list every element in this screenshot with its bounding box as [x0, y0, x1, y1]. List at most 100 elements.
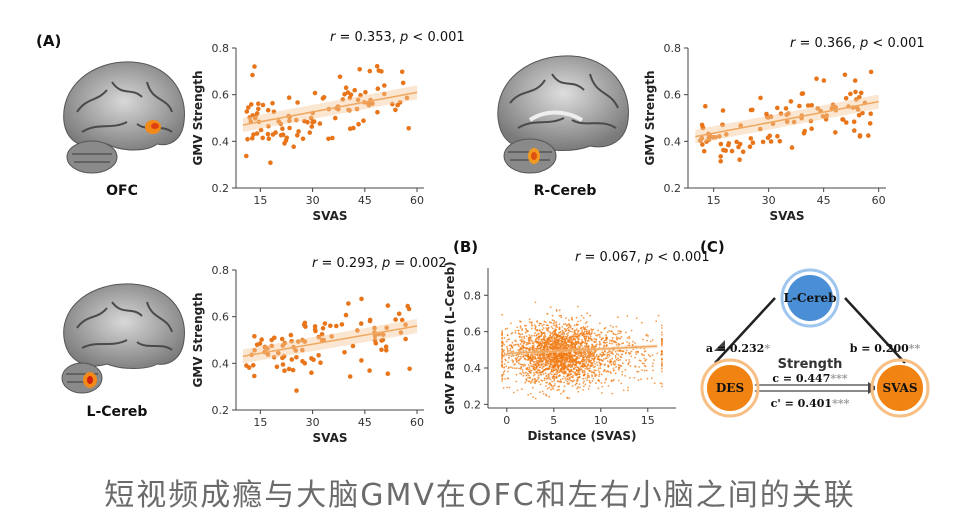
data-point [588, 364, 590, 367]
data-point [266, 123, 271, 129]
data-point [525, 327, 527, 330]
data-point [617, 357, 619, 360]
data-point [595, 338, 598, 341]
panel-letter-b: (B) [453, 238, 479, 256]
data-point [549, 332, 552, 335]
data-point [573, 379, 576, 382]
data-point [575, 333, 578, 336]
data-point [558, 323, 561, 326]
data-point [556, 362, 559, 365]
y-tick-label: 0.8 [212, 264, 230, 277]
data-point [557, 339, 560, 342]
data-point [557, 341, 559, 344]
data-point [546, 328, 549, 331]
data-point [768, 139, 774, 144]
data-point [554, 355, 557, 357]
data-point [576, 387, 578, 390]
data-point [254, 131, 260, 136]
data-point [527, 348, 529, 350]
data-point [535, 367, 538, 370]
data-point [593, 360, 595, 363]
data-point [588, 367, 591, 370]
data-point [548, 352, 551, 355]
data-point [750, 140, 756, 145]
data-point [583, 342, 586, 344]
data-point [537, 360, 540, 363]
data-point [541, 340, 544, 343]
brain-ofc-image [63, 61, 185, 174]
data-point [784, 119, 790, 125]
data-point [611, 392, 614, 395]
data-point [343, 85, 349, 90]
data-point [525, 374, 528, 377]
data-point [562, 342, 565, 345]
data-point [504, 354, 506, 356]
data-point [522, 354, 525, 357]
data-point [560, 348, 563, 350]
data-point [617, 369, 620, 371]
x-tick-label: 5 [550, 414, 557, 427]
data-point [723, 148, 728, 153]
data-point [646, 339, 648, 342]
data-point [543, 333, 546, 335]
data-point [569, 330, 571, 333]
data-point [643, 357, 646, 360]
data-point [559, 355, 562, 358]
data-point [316, 334, 321, 340]
data-point [737, 141, 743, 147]
data-point [587, 330, 589, 333]
data-point [337, 74, 343, 80]
data-point [523, 372, 525, 375]
data-point [638, 359, 641, 362]
data-point [601, 385, 604, 388]
data-point [373, 341, 379, 346]
data-point [571, 341, 574, 343]
data-point [559, 378, 562, 381]
data-point [266, 136, 272, 141]
data-point [583, 380, 585, 383]
data-point [545, 385, 547, 387]
data-point [515, 373, 518, 376]
data-point [250, 72, 255, 78]
data-point [252, 373, 257, 379]
data-point [592, 355, 595, 357]
data-point [375, 86, 381, 91]
data-point [525, 335, 528, 338]
data-point [399, 69, 405, 75]
data-point [605, 377, 608, 380]
data-point [604, 357, 607, 360]
data-point [578, 373, 580, 376]
data-point [252, 64, 257, 69]
data-point [346, 301, 351, 306]
data-point [597, 369, 600, 372]
data-point [550, 388, 552, 391]
data-point [586, 357, 588, 360]
data-point [567, 345, 570, 347]
stat-lcereb: r = 0.293, p = 0.002 [312, 256, 447, 271]
data-point [294, 388, 299, 393]
data-point [557, 380, 559, 382]
data-point [585, 360, 588, 363]
data-point [530, 358, 533, 360]
data-point [627, 351, 630, 354]
data-point [607, 385, 610, 387]
data-point [634, 356, 636, 359]
data-point [634, 365, 637, 368]
data-point [582, 341, 584, 344]
data-point [599, 363, 602, 365]
data-point [543, 320, 546, 323]
data-point [546, 362, 549, 365]
data-point [548, 338, 551, 341]
data-point [599, 353, 602, 355]
data-point [620, 365, 623, 367]
data-point [556, 326, 559, 328]
data-point [546, 348, 548, 351]
data-point [507, 350, 509, 353]
data-point [558, 314, 561, 317]
data-point [552, 345, 555, 348]
data-point [558, 388, 560, 391]
y-tick-label: 0.8 [212, 42, 230, 55]
data-point [584, 367, 587, 370]
data-point [522, 356, 524, 358]
data-point [598, 361, 601, 364]
